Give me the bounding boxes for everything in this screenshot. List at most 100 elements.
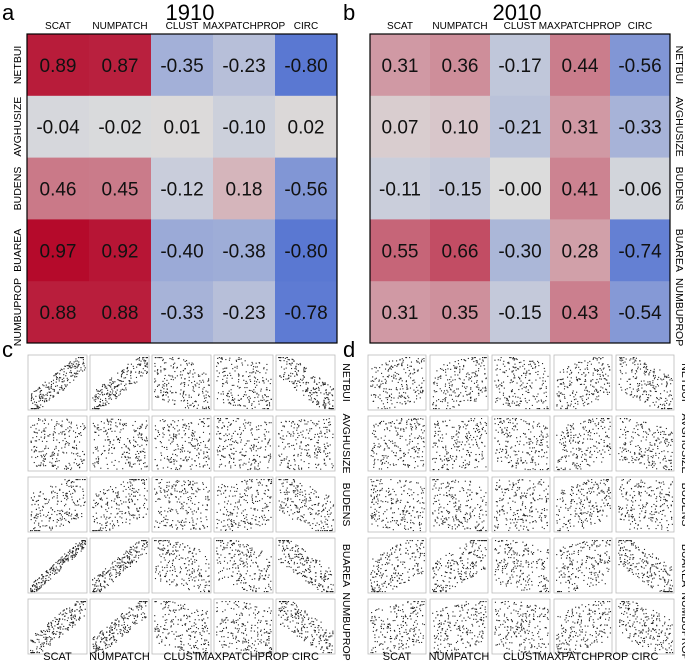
scatter-c-point — [205, 496, 207, 498]
scatter-c-point — [107, 389, 109, 391]
scatter-c-point — [283, 459, 285, 461]
scatter-c-point — [102, 573, 104, 575]
scatter-c-point — [39, 407, 41, 409]
scatter-c-point — [49, 517, 51, 519]
scatter-c-point — [31, 499, 34, 501]
scatter-c-point — [142, 482, 144, 484]
scatter-c-point — [43, 400, 45, 402]
scatter-c-point — [144, 457, 146, 459]
scatter-c-point — [285, 491, 287, 493]
scatter-c-point — [67, 555, 69, 557]
scatter-c-point — [69, 361, 71, 363]
scatter-c-point — [109, 428, 111, 430]
scatter-c-point — [307, 508, 309, 510]
scatter-c-point — [75, 444, 77, 446]
scatter-c-point — [58, 635, 61, 637]
scatter-c-point — [174, 453, 177, 456]
scatter-c-point — [38, 400, 40, 402]
scatter-c-point — [307, 455, 309, 457]
scatter-c-point — [297, 432, 299, 434]
scatter-c-point — [139, 445, 141, 448]
scatter-c-point — [181, 449, 183, 451]
scatter-c-point — [39, 512, 41, 514]
scatter-c-point — [36, 446, 38, 448]
scatter-c-point — [283, 373, 285, 375]
scatter-c-point — [321, 578, 323, 580]
scatter-c-point — [108, 395, 110, 397]
scatter-c-point — [129, 488, 131, 490]
scatter-c-point — [109, 631, 111, 633]
scatter-c-point — [138, 357, 141, 359]
scatter-c-point — [110, 398, 113, 400]
scatter-c-point — [257, 448, 259, 450]
scatter-c-point — [245, 561, 247, 563]
scatter-c-point — [327, 586, 329, 588]
scatter-c-point — [201, 373, 203, 375]
scatter-c-point — [102, 399, 104, 402]
scatter-c-point — [245, 451, 247, 453]
heatmap-b-cell-value: -0.30 — [498, 241, 541, 262]
scatter-c-point — [321, 591, 323, 593]
scatter-c-point — [41, 456, 43, 458]
scatter-c-point — [230, 392, 232, 394]
scatter-c-point — [239, 550, 241, 552]
scatter-c-point — [184, 433, 187, 435]
scatter-c-point — [92, 638, 94, 640]
scatter-c-point — [288, 553, 290, 555]
scatter-c-point — [104, 402, 106, 404]
scatter-c-point — [175, 484, 177, 486]
scatter-c-point — [196, 455, 198, 457]
scatter-c-point — [302, 382, 304, 384]
scatter-c-point — [122, 626, 124, 628]
scatter-c-point — [118, 525, 120, 527]
scatter-c-point — [293, 444, 295, 446]
scatter-c-point — [52, 570, 54, 572]
scatter-c-point — [31, 591, 33, 593]
scatter-c-point — [330, 512, 332, 514]
scatter-c-point — [249, 447, 251, 449]
scatter-c-point — [57, 454, 59, 456]
scatter-c-point — [297, 380, 299, 382]
scatter-c-point — [39, 465, 41, 467]
scatter-c-point — [243, 521, 245, 523]
scatter-c-point — [31, 395, 33, 397]
scatter-c-point — [278, 500, 280, 502]
scatter-c-point — [129, 628, 131, 630]
scatter-c-point — [180, 364, 182, 366]
scatter-c-point — [245, 553, 247, 555]
scatter-c-point — [170, 525, 172, 527]
scatter-c-point — [177, 357, 179, 360]
scatter-c-point — [265, 574, 267, 576]
scatter-c-point — [324, 516, 326, 518]
scatter-c-point — [190, 396, 192, 398]
scatter-c-point — [79, 607, 81, 609]
scatter-c-point — [174, 428, 176, 430]
scatter-c-point — [51, 486, 53, 488]
scatter-c-point — [43, 636, 45, 638]
scatter-c-point — [298, 467, 300, 469]
scatter-c-point — [316, 400, 318, 402]
scatter-c-point — [325, 448, 327, 450]
scatter-c-point — [162, 428, 165, 430]
scatter-c-point — [229, 514, 231, 516]
scatter-c-point — [76, 552, 78, 554]
scatter-c-point — [141, 548, 143, 550]
scatter-c-point — [246, 495, 248, 497]
scatter-c-point — [74, 624, 76, 626]
scatter-c-point — [291, 482, 293, 484]
scatter-c-point — [43, 576, 45, 578]
scatter-c-point — [304, 505, 306, 507]
scatter-c-point — [94, 587, 96, 590]
scatter-c-point — [181, 491, 183, 493]
scatter-c-point — [41, 389, 43, 392]
scatter-c-point — [163, 516, 165, 518]
scatter-c-point — [139, 433, 141, 435]
scatter-c-point — [95, 650, 97, 652]
scatter-c-point — [292, 569, 294, 571]
scatter-c-point — [168, 439, 170, 441]
scatter-c-point — [305, 389, 307, 391]
scatter-c-point — [307, 382, 310, 384]
heatmap-a-title: 1910 — [166, 0, 215, 25]
scatter-c-point — [193, 510, 195, 512]
scatter-c-point — [70, 556, 72, 558]
